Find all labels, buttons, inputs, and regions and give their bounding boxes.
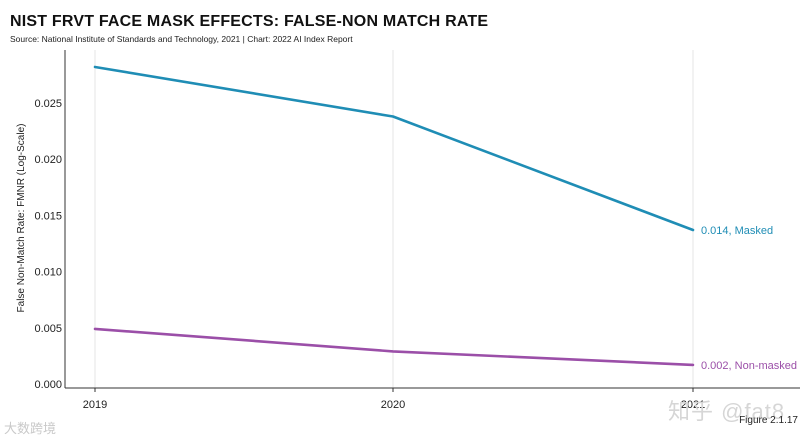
- y-tick-label: 0.000: [34, 379, 62, 391]
- grid-lines: [94, 50, 694, 388]
- y-tick-label: 0.025: [34, 98, 62, 110]
- x-tick-labels: 2019 2020 2021: [83, 399, 705, 411]
- series-lines: [93, 65, 695, 367]
- figure-label: Figure 2.1.17: [739, 415, 798, 426]
- y-axis-title: False Non-Match Rate: FMNR (Log-Scale): [16, 124, 27, 313]
- x-tick-label: 2021: [681, 399, 705, 411]
- y-tick-labels: 0.000 0.005 0.010 0.015 0.020 0.025: [34, 98, 62, 391]
- y-tick-label: 0.020: [34, 154, 62, 166]
- x-tick-label: 2019: [83, 399, 107, 411]
- x-tick-label: 2020: [381, 399, 405, 411]
- chart-title: NIST FRVT FACE MASK EFFECTS: FALSE-NON M…: [10, 13, 489, 30]
- y-tick-label: 0.005: [34, 323, 62, 335]
- chart-subtitle: Source: National Institute of Standards …: [10, 34, 353, 44]
- watermark-right: 知乎 @fat8: [668, 399, 786, 424]
- series-line-masked: [93, 65, 695, 232]
- series-end-label-non-masked: 0.002, Non-masked: [701, 360, 797, 372]
- axes: [64, 50, 800, 392]
- series-end-labels: 0.014, Masked 0.002, Non-masked: [701, 225, 797, 372]
- watermark-left: 大数跨境: [4, 421, 57, 436]
- y-tick-label: 0.010: [34, 267, 62, 279]
- y-tick-label: 0.015: [34, 210, 62, 222]
- series-end-label-masked: 0.014, Masked: [701, 225, 773, 237]
- series-line-non-masked: [93, 327, 695, 367]
